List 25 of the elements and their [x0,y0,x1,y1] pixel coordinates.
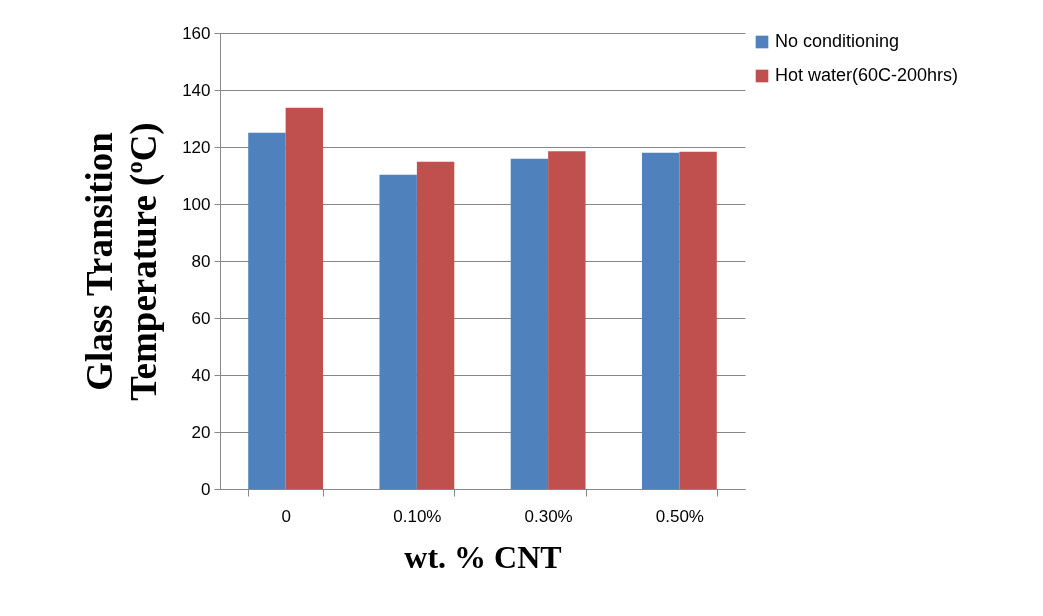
bar [379,174,417,489]
y-axis-title: Glass Transition Temperature (ºC) [79,122,166,401]
bar [510,158,549,489]
bar [548,151,586,489]
x-tick-label: 0.30% [524,506,573,526]
legend-label: Hot water(60C-200hrs) [775,65,959,85]
x-axis-title: wt. % CNT [404,538,562,575]
y-tick-label: 60 [191,308,211,328]
y-tick-label: 20 [191,422,211,442]
x-tick-label: 0.50% [655,506,704,526]
bar [679,151,717,489]
x-tick-label: 0 [281,506,291,526]
bar [285,107,324,489]
x-tick-label: 0.10% [393,506,442,526]
y-tick-label: 80 [191,251,211,271]
y-tick-label: 120 [182,137,211,157]
bar [248,132,286,489]
y-tick-label: 140 [182,80,211,100]
y-tick-label: 40 [191,365,211,385]
legend-label: No conditioning [775,31,900,51]
y-tick-label: 0 [201,479,211,499]
bar [416,161,455,489]
y-tick-label: 100 [182,194,211,214]
y-tick-label: 160 [182,23,211,43]
bar [641,152,680,489]
